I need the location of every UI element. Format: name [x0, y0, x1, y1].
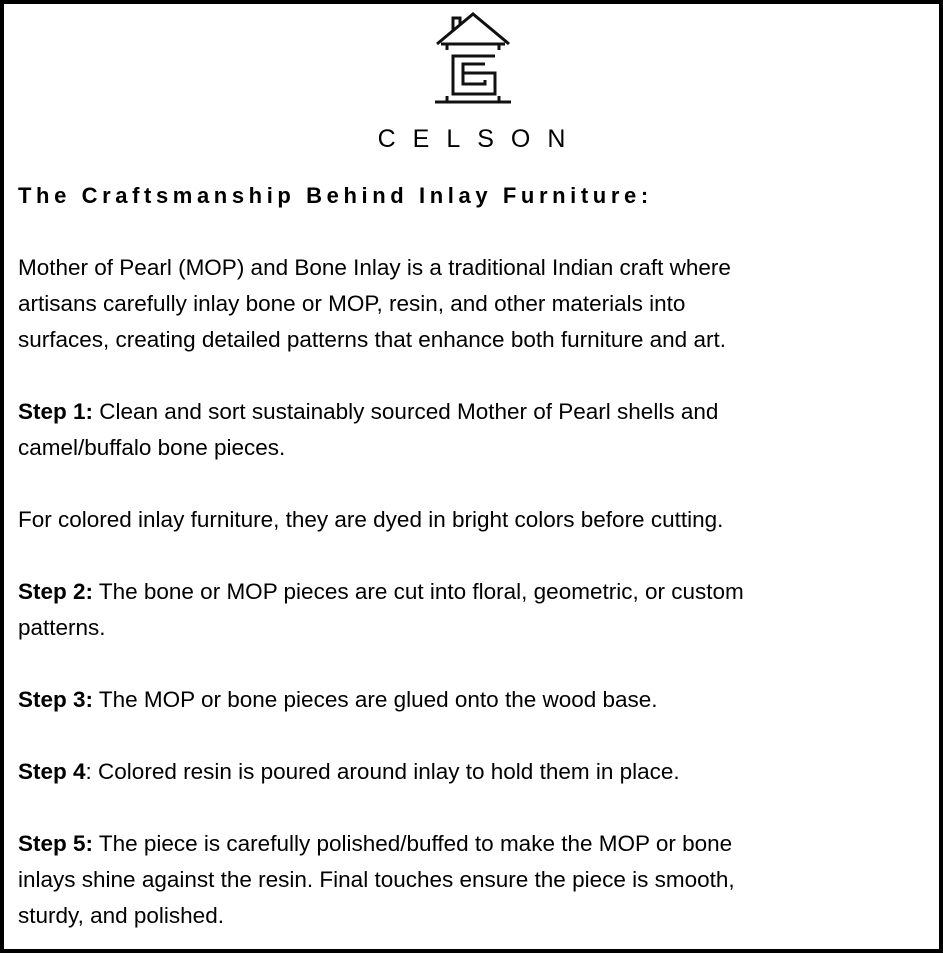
text-line: For colored inlay furniture, they are dy…: [18, 507, 724, 532]
text-line: The MOP or bone pieces are glued onto th…: [93, 687, 658, 712]
text-line: Colored resin is poured around inlay to …: [91, 759, 680, 784]
brand-name: CELSON: [377, 125, 583, 153]
step-2-paragraph: Step 2: The bone or MOP pieces are cut i…: [18, 574, 933, 646]
house-logo-icon: [435, 12, 511, 104]
step-4-paragraph: Step 4: Colored resin is poured around i…: [18, 754, 933, 790]
step-label: Step 3:: [18, 687, 94, 712]
step-label: Step 1:: [18, 399, 94, 424]
text-line: sturdy, and polished.: [18, 903, 224, 928]
text-line: Mother of Pearl (MOP) and Bone Inlay is …: [18, 255, 731, 280]
step-5-paragraph: Step 5: The piece is carefully polished/…: [18, 826, 933, 934]
text-line: The piece is carefully polished/buffed t…: [93, 831, 733, 856]
text-line: camel/buffalo bone pieces.: [18, 435, 286, 460]
content-body: Mother of Pearl (MOP) and Bone Inlay is …: [18, 250, 933, 970]
step-label: Step 5:: [18, 831, 94, 856]
step-3-paragraph: Step 3: The MOP or bone pieces are glued…: [18, 682, 933, 718]
text-line: The bone or MOP pieces are cut into flor…: [93, 579, 744, 604]
text-line: artisans carefully inlay bone or MOP, re…: [18, 291, 686, 316]
text-line: Clean and sort sustainably sourced Mothe…: [93, 399, 719, 424]
text-line: patterns.: [18, 615, 106, 640]
intro-paragraph: Mother of Pearl (MOP) and Bone Inlay is …: [18, 250, 933, 358]
text-line: inlays shine against the resin. Final to…: [18, 867, 735, 892]
step-1-paragraph: Step 1: Clean and sort sustainably sourc…: [18, 394, 933, 466]
step-label: Step 4: [18, 759, 86, 784]
note-paragraph: For colored inlay furniture, they are dy…: [18, 502, 933, 538]
step-label: Step 2:: [18, 579, 94, 604]
text-line: surfaces, creating detailed patterns tha…: [18, 327, 726, 352]
step-colon: :: [85, 759, 92, 784]
page-heading: The Craftsmanship Behind Inlay Furniture…: [18, 183, 653, 208]
